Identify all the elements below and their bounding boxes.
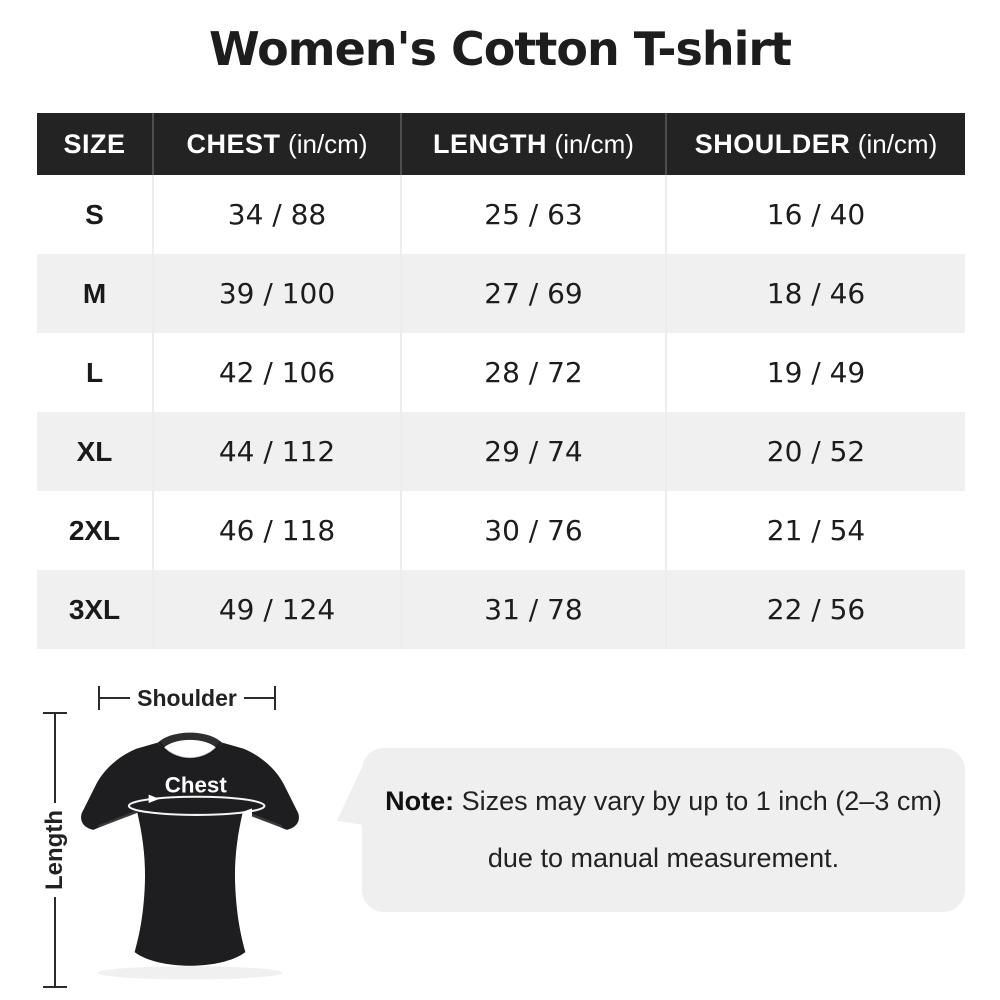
- note-line-1: Note: Sizes may vary by up to 1 inch (2–…: [362, 773, 965, 830]
- size-cell: 2XL: [68, 514, 121, 546]
- table-row: 2XL 46 / 118 30 / 76 21 / 54: [37, 491, 965, 570]
- note-bubble: Note: Sizes may vary by up to 1 inch (2–…: [337, 748, 965, 912]
- size-cell: L: [85, 356, 104, 388]
- table-row: M 39 / 100 27 / 69 18 / 46: [37, 254, 965, 333]
- chest-cell: 44 / 112: [152, 412, 400, 491]
- measure-tick: [98, 686, 100, 710]
- note-label: Note:: [385, 786, 455, 816]
- tshirt-cuff-left: [97, 810, 138, 828]
- chest-arrow-right-icon: [148, 794, 160, 803]
- shoulder-cell: 19 / 49: [665, 333, 965, 412]
- measure-segment: [100, 697, 131, 699]
- length-cell: 29 / 74: [400, 412, 665, 491]
- chest-cell: 46 / 118: [152, 491, 400, 570]
- chest-measure-ellipse: [127, 795, 266, 816]
- chest-arrow-left-icon: [241, 808, 252, 817]
- shoulder-measure-line: Shoulder: [98, 684, 277, 712]
- measure-segment: [54, 897, 56, 987]
- note-bubble-tail: [337, 765, 363, 825]
- measure-segment: [243, 697, 275, 699]
- measure-tick: [43, 986, 67, 989]
- measure-segment: [54, 714, 56, 804]
- page-title: Women's Cotton T-shirt: [208, 22, 792, 76]
- shoulder-cell: 21 / 54: [665, 491, 965, 570]
- chest-label: Chest: [165, 773, 228, 798]
- chest-cell: 42 / 106: [152, 333, 400, 412]
- length-cell: 28 / 72: [400, 333, 665, 412]
- tshirt-illustration: Chest: [81, 732, 299, 980]
- table-row: S 34 / 88 25 / 63 16 / 40: [37, 175, 965, 254]
- length-label: Length: [41, 810, 68, 890]
- header-size: SIZE: [37, 113, 152, 175]
- size-cell: XL: [76, 435, 113, 467]
- chest-cell: 49 / 124: [152, 570, 400, 649]
- size-table-container: SIZE CHEST (in/cm) LENGTH (in/cm) SHOULD…: [37, 113, 965, 649]
- length-cell: 25 / 63: [400, 175, 665, 254]
- shoulder-cell: 16 / 40: [665, 175, 965, 254]
- tshirt-shadow: [97, 966, 283, 980]
- chest-cell: 34 / 88: [152, 175, 400, 254]
- header-shoulder: SHOULDER (in/cm): [665, 113, 965, 175]
- shoulder-cell: 22 / 56: [665, 570, 965, 649]
- size-cell: S: [85, 198, 104, 230]
- shoulder-cell: 20 / 52: [665, 412, 965, 491]
- header-length: LENGTH (in/cm): [400, 113, 665, 175]
- size-cell: M: [82, 277, 107, 309]
- note-text-1: Sizes may vary by up to 1 inch (2–3 cm): [461, 786, 942, 816]
- table-header-row: SIZE CHEST (in/cm) LENGTH (in/cm) SHOULD…: [37, 113, 965, 175]
- table-row: L 42 / 106 28 / 72 19 / 49: [37, 333, 965, 412]
- chest-cell: 39 / 100: [152, 254, 400, 333]
- size-table: SIZE CHEST (in/cm) LENGTH (in/cm) SHOULD…: [37, 113, 965, 649]
- length-cell: 27 / 69: [400, 254, 665, 333]
- header-chest: CHEST (in/cm): [152, 113, 400, 175]
- tshirt-neckline: [158, 741, 222, 760]
- length-cell: 30 / 76: [400, 491, 665, 570]
- measure-tick: [274, 686, 277, 710]
- shoulder-label: Shoulder: [137, 684, 237, 711]
- shoulder-cell: 18 / 46: [665, 254, 965, 333]
- table-row: 3XL 49 / 124 31 / 78 22 / 56: [37, 570, 965, 649]
- note-line-2: due to manual measurement.: [487, 843, 840, 873]
- length-measure-line: Length: [41, 712, 69, 989]
- measure-tick: [43, 712, 67, 714]
- table-row: XL 44 / 112 29 / 74 20 / 52: [37, 412, 965, 491]
- size-cell: 3XL: [68, 593, 121, 625]
- tshirt-collar: [156, 732, 224, 748]
- tshirt-body: [81, 742, 299, 966]
- length-cell: 31 / 78: [400, 570, 665, 649]
